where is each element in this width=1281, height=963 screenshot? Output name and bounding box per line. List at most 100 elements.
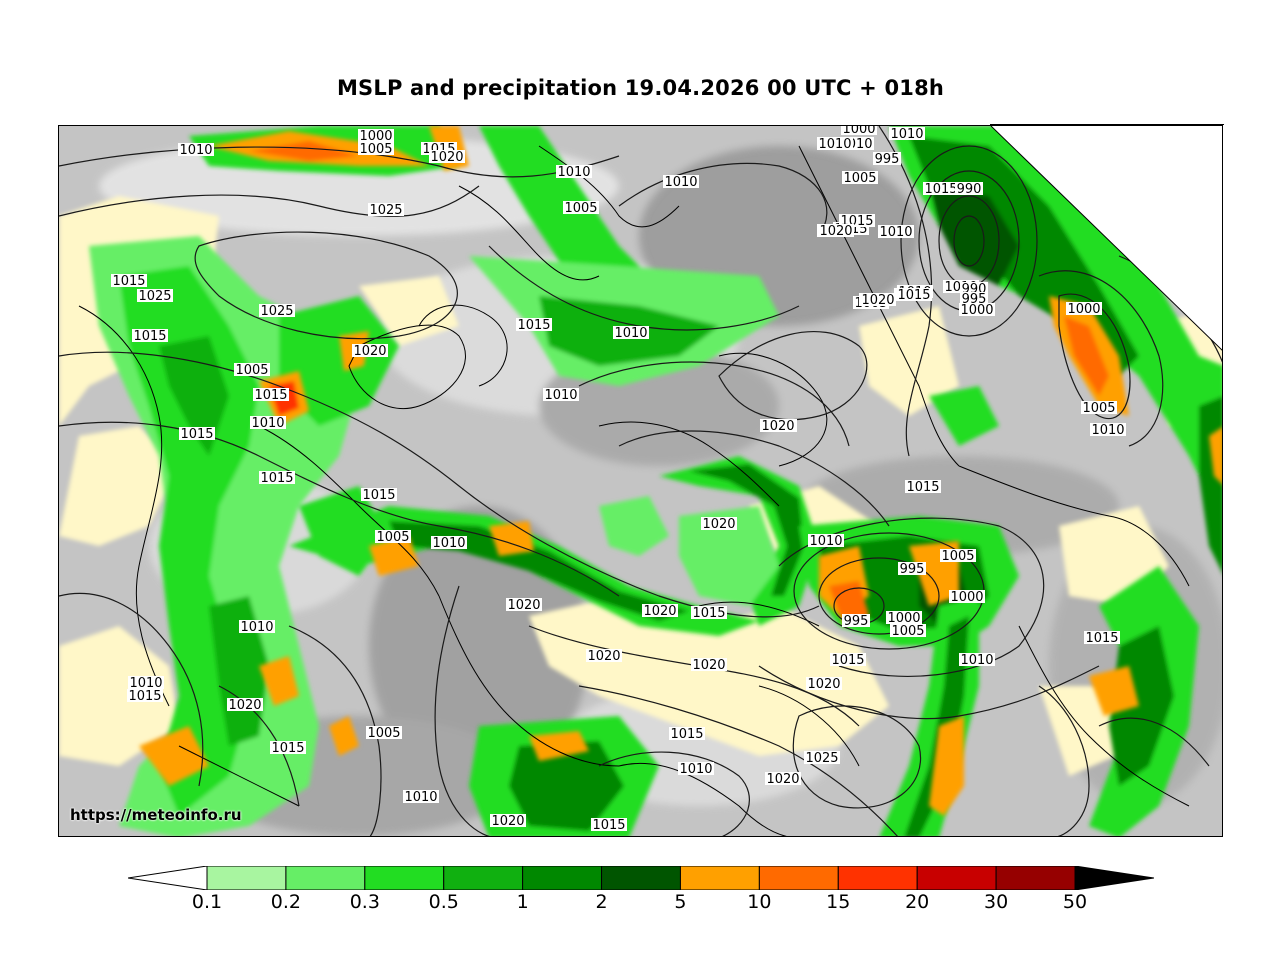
- isobar-label-bg: [366, 726, 402, 739]
- isobar-label: 1015: [112, 274, 145, 289]
- isobar-label: 1010: [679, 762, 712, 777]
- isobar-label-bg: [701, 517, 737, 530]
- isobar-label: 1010: [179, 143, 212, 158]
- isobar-label: 1000: [1067, 302, 1100, 317]
- isobar-label: 1020: [861, 293, 894, 308]
- isobar-label-bg: [1090, 423, 1126, 436]
- colorbar-bin: [285, 865, 366, 891]
- isobar-label: 1015: [924, 182, 957, 197]
- isobar-label-bg: [259, 304, 295, 317]
- isobar-label: 1020: [819, 224, 852, 239]
- isobar-label-bg: [669, 727, 705, 740]
- isobar-label-bg: [613, 326, 649, 339]
- isobar-label-bg: [860, 293, 896, 306]
- colorbar-tick-label: 0.5: [428, 891, 459, 913]
- chart-title: MSLP and precipitation 19.04.2026 00 UTC…: [336, 76, 945, 100]
- isobar-label: 1010: [809, 534, 842, 549]
- colorbar-tick-label: 10: [747, 891, 772, 913]
- isobar-label: 1010: [890, 127, 923, 142]
- isobar-label: 1020: [430, 150, 463, 165]
- isobar-label: 1020: [761, 419, 794, 434]
- isobar-label-bg: [543, 388, 579, 401]
- colorbar-bin: [679, 865, 760, 891]
- isobar-label: 1020: [353, 344, 386, 359]
- isobar-label: 1015: [670, 727, 703, 742]
- isobar-label-bg: [905, 480, 941, 493]
- colorbar-tick-label: 0.3: [349, 891, 380, 913]
- isobar-label-bg: [960, 282, 988, 295]
- isobar-label-bg: [259, 471, 295, 484]
- isobar-label: 1020: [587, 649, 620, 664]
- isobar-label-bg: [556, 165, 592, 178]
- colorbar-low-extension: [127, 865, 208, 891]
- colorbar-tick-label: 2: [595, 891, 608, 913]
- isobar-label-bg: [760, 419, 796, 432]
- isobar-label: 1010: [240, 620, 273, 635]
- isobar-label: 1015: [592, 818, 625, 833]
- isobar-label-bg: [691, 658, 727, 671]
- isobar-label: 1010: [432, 536, 465, 551]
- isobar-label-bg: [842, 171, 878, 184]
- isobar-label-bg: [940, 549, 976, 562]
- isobar-label: 1010: [544, 388, 577, 403]
- isobar-label: 995: [844, 614, 869, 629]
- isobar-label-bg: [818, 224, 854, 237]
- isobar-label: 1010: [129, 676, 162, 691]
- isobar-label-bg: [841, 126, 877, 135]
- isobar-label-bg: [898, 562, 926, 575]
- isobar-label-bg: [178, 143, 214, 156]
- isobar-label: 1015: [180, 427, 213, 442]
- isobar-label: 1020: [807, 677, 840, 692]
- isobar-label-bg: [817, 137, 853, 150]
- isobar-label: 1015: [831, 653, 864, 668]
- isobar-label-bg: [889, 127, 925, 140]
- isobar-label-bg: [765, 772, 801, 785]
- isobar-label-bg: [368, 203, 404, 216]
- isobar-label-bg: [955, 182, 983, 195]
- isobar-label-bg: [270, 741, 306, 754]
- isobar-label: 1010: [614, 326, 647, 341]
- isobar-label: 1015: [254, 388, 287, 403]
- isobar-label: 1015: [271, 741, 304, 756]
- isobar-label-bg: [127, 689, 163, 702]
- isobar-label-bg: [830, 653, 866, 666]
- weather-map: 1000 1005 1010 1015 1020 1010 1005 1025 1010 1015…: [58, 125, 1223, 837]
- isobar-label-bg: [1084, 631, 1120, 644]
- isobar-label-bg: [886, 611, 922, 624]
- source-watermark[interactable]: https://meteoinfo.ru: [70, 806, 242, 824]
- colorbar-bin: [443, 865, 524, 891]
- isobar-label-bg: [234, 363, 270, 376]
- isobar-label-bg: [591, 818, 627, 831]
- isobar-label: 1005: [359, 142, 392, 157]
- isobar-label-bg: [361, 488, 397, 501]
- isobar-label: 1010: [818, 137, 851, 152]
- colorbar-bin: [522, 865, 603, 891]
- isobar-label-bg: [959, 653, 995, 666]
- isobar-label-bg: [873, 152, 901, 165]
- isobar-label: 1015: [517, 318, 550, 333]
- isobar-label: 995: [875, 152, 900, 167]
- isobar-label: 1015: [1085, 631, 1118, 646]
- isobar-label: 1020: [491, 814, 524, 829]
- isobar-label: 1005: [564, 201, 597, 216]
- isobar-label-bg: [132, 329, 168, 342]
- isobar-label: 1025: [369, 203, 402, 218]
- isobar-label-bg: [890, 624, 926, 637]
- isobar-label: 1000: [960, 303, 993, 318]
- isobar-label-bg: [506, 598, 542, 611]
- isobar-label-bg: [239, 620, 275, 633]
- colorbar-bin: [206, 865, 287, 891]
- colorbar-bin: [837, 865, 918, 891]
- isobar-label: 1015: [128, 689, 161, 704]
- isobar-label-bg: [429, 150, 465, 163]
- isobar-label-bg: [128, 676, 164, 689]
- isobar-label: 1020: [643, 604, 676, 619]
- isobar-label: 1020: [228, 698, 261, 713]
- isobars: [59, 126, 1222, 836]
- isobar-label-bg: [691, 606, 727, 619]
- isobar-label-bg: [375, 530, 411, 543]
- precipitation-colorbar: [127, 865, 1155, 891]
- isobar-label-bg: [490, 814, 526, 827]
- isobar-label-bg: [358, 142, 394, 155]
